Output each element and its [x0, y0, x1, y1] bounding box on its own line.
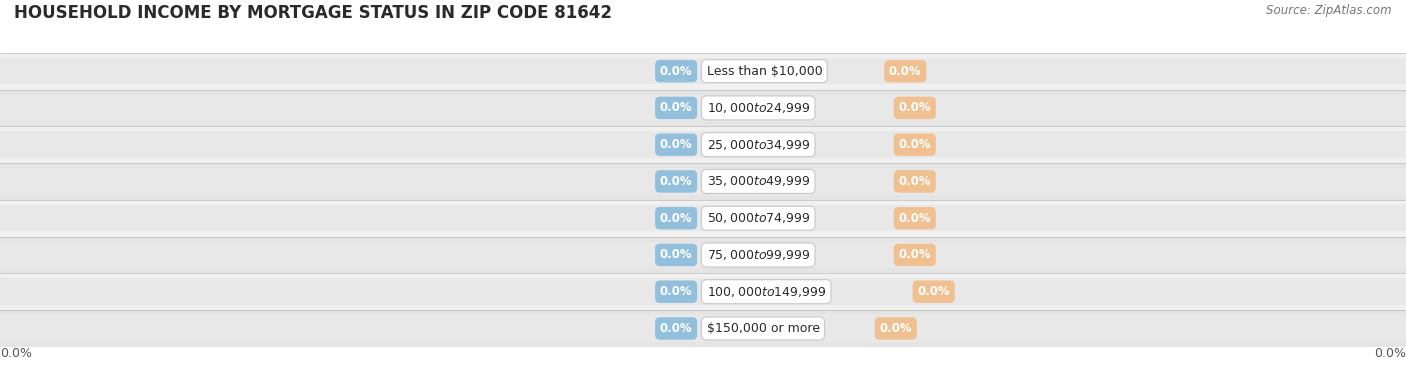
- Bar: [0, 273, 1406, 310]
- Bar: [0, 279, 1406, 305]
- Bar: [0, 126, 1406, 163]
- Bar: [0, 163, 1406, 200]
- Text: 0.0%: 0.0%: [1374, 347, 1406, 360]
- Text: 0.0%: 0.0%: [898, 175, 931, 188]
- Bar: [0, 237, 1406, 273]
- Bar: [0, 242, 1406, 268]
- Text: $25,000 to $34,999: $25,000 to $34,999: [707, 138, 810, 152]
- Text: $75,000 to $99,999: $75,000 to $99,999: [707, 248, 810, 262]
- Text: 0.0%: 0.0%: [898, 138, 931, 151]
- Text: Source: ZipAtlas.com: Source: ZipAtlas.com: [1267, 4, 1392, 17]
- Text: 0.0%: 0.0%: [659, 65, 693, 78]
- Bar: [0, 205, 1406, 231]
- Bar: [0, 315, 1406, 342]
- Bar: [0, 95, 1406, 121]
- Text: 0.0%: 0.0%: [898, 248, 931, 261]
- Bar: [0, 168, 1406, 195]
- Text: 0.0%: 0.0%: [659, 101, 693, 114]
- Text: 0.0%: 0.0%: [917, 285, 950, 298]
- Text: 0.0%: 0.0%: [898, 212, 931, 225]
- Text: 0.0%: 0.0%: [659, 285, 693, 298]
- Text: 0.0%: 0.0%: [880, 322, 912, 335]
- Text: 0.0%: 0.0%: [659, 322, 693, 335]
- Bar: [0, 53, 1406, 90]
- Bar: [0, 200, 1406, 237]
- Bar: [0, 58, 1406, 84]
- Text: $150,000 or more: $150,000 or more: [707, 322, 820, 335]
- Text: Less than $10,000: Less than $10,000: [707, 65, 823, 78]
- Text: HOUSEHOLD INCOME BY MORTGAGE STATUS IN ZIP CODE 81642: HOUSEHOLD INCOME BY MORTGAGE STATUS IN Z…: [14, 4, 612, 22]
- Text: 0.0%: 0.0%: [659, 175, 693, 188]
- Text: 0.0%: 0.0%: [898, 101, 931, 114]
- Text: 0.0%: 0.0%: [659, 212, 693, 225]
- Text: 0.0%: 0.0%: [659, 248, 693, 261]
- Bar: [0, 310, 1406, 347]
- Text: 0.0%: 0.0%: [0, 347, 32, 360]
- Text: $100,000 to $149,999: $100,000 to $149,999: [707, 285, 825, 299]
- Bar: [0, 90, 1406, 126]
- Text: 0.0%: 0.0%: [889, 65, 921, 78]
- Text: $50,000 to $74,999: $50,000 to $74,999: [707, 211, 810, 225]
- Text: 0.0%: 0.0%: [659, 138, 693, 151]
- Bar: [0, 132, 1406, 158]
- Text: $35,000 to $49,999: $35,000 to $49,999: [707, 175, 810, 188]
- Text: $10,000 to $24,999: $10,000 to $24,999: [707, 101, 810, 115]
